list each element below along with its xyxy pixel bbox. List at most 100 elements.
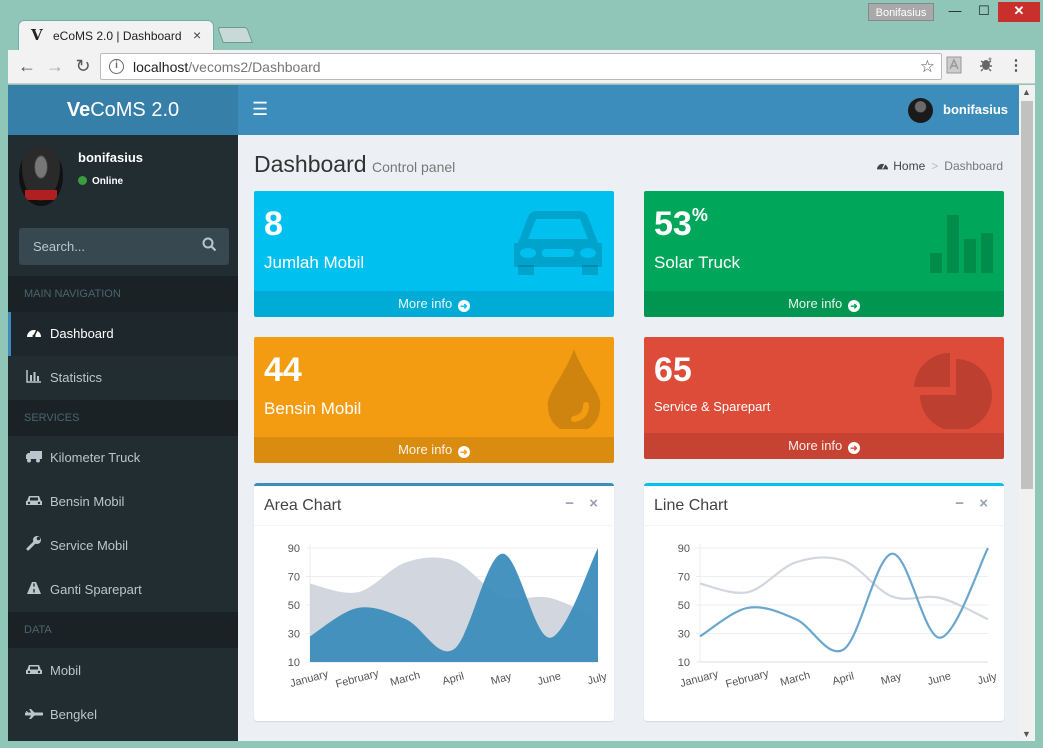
collapse-icon[interactable]: − <box>955 495 964 512</box>
window-user-badge: Bonifasius <box>868 3 934 21</box>
line-series-1 <box>699 556 989 621</box>
sidebar-item-bensin-mobil[interactable]: Bensin Mobil <box>8 480 238 524</box>
app-logo[interactable]: VeCoMS 2.0 <box>8 85 238 135</box>
x-tick-label: January <box>289 668 330 690</box>
more-info-link[interactable]: More info ➜ <box>254 437 614 463</box>
sidebar-item-label: Bensin Mobil <box>50 494 125 509</box>
scroll-down-icon[interactable]: ▼ <box>1022 729 1031 739</box>
area-series-2 <box>310 548 598 662</box>
collapse-icon[interactable]: − <box>565 495 574 512</box>
sidebar-item-statistics[interactable]: Statistics <box>8 356 238 400</box>
scroll-up-icon[interactable]: ▲ <box>1022 87 1031 97</box>
y-tick-label: 30 <box>288 629 300 641</box>
sidebar-item-ganti-sparepart[interactable]: Ganti Sparepart <box>8 568 238 612</box>
y-tick-label: 50 <box>288 600 300 612</box>
sidebar-header-data: DATA <box>8 612 238 648</box>
sidebar-item-label: Bengkel <box>50 707 97 722</box>
x-tick-label: February <box>334 667 380 690</box>
plane-icon <box>24 693 44 737</box>
x-tick-label: July <box>976 671 998 688</box>
page-subtitle: Control panel <box>372 159 456 175</box>
stat-label: Jumlah Mobil <box>264 253 365 272</box>
breadcrumb-current: Dashboard <box>944 159 1003 173</box>
bookmark-star-icon[interactable]: ☆ <box>919 57 935 76</box>
sidebar-item-bengkel[interactable]: Bengkel <box>8 693 238 737</box>
browser-menu-icon[interactable]: ⋮ <box>1008 57 1024 74</box>
stat-box-jumlah-mobil: 8 Jumlah Mobil More info ➜ <box>254 191 614 317</box>
logo-rest: CoMS 2.0 <box>90 99 180 121</box>
new-tab-button[interactable] <box>217 27 253 43</box>
stat-box-service-sparepart: 65 Service & Sparepart More info ➜ <box>644 337 1004 459</box>
stat-label: Bensin Mobil <box>264 399 362 418</box>
site-info-icon[interactable]: i <box>109 59 124 74</box>
car-icon <box>24 649 44 693</box>
user-avatar <box>19 146 63 206</box>
more-info-label: More info <box>788 296 843 311</box>
back-arrow-icon[interactable]: ← <box>18 56 36 76</box>
breadcrumb-home[interactable]: Home <box>893 159 926 173</box>
vertical-scrollbar[interactable]: ▲ ▼ <box>1019 85 1035 741</box>
stat-value: 53 <box>654 205 692 243</box>
scrollbar-thumb[interactable] <box>1021 101 1033 489</box>
navbar-username[interactable]: bonifasius <box>943 102 1009 117</box>
dashboard-icon <box>24 312 44 356</box>
sidebar-item-service-mobil[interactable]: Service Mobil <box>8 524 238 568</box>
close-icon[interactable]: × <box>979 495 988 512</box>
road-icon <box>24 568 44 612</box>
more-info-link[interactable]: More info ➜ <box>644 291 1004 317</box>
sidebar-item-mobil[interactable]: Mobil <box>8 649 238 693</box>
bug-extension-icon[interactable] <box>975 56 997 76</box>
pdf-extension-icon[interactable] <box>943 56 965 78</box>
navbar-avatar[interactable] <box>908 98 933 123</box>
stat-value: 8 <box>264 205 283 243</box>
chart-header: Line Chart − × <box>644 486 1004 526</box>
sidebar-item-label: Mobil <box>50 663 82 678</box>
sidebar-toggle-icon[interactable]: ☰ <box>252 99 269 119</box>
reload-icon[interactable]: ↻ <box>75 56 91 76</box>
stat-value: 44 <box>264 351 302 389</box>
window-minimize-button[interactable]: — <box>948 3 962 18</box>
stat-value: 65 <box>654 351 692 389</box>
wrench-icon <box>24 524 44 568</box>
x-tick-label: February <box>724 667 770 690</box>
tint-drop-icon <box>544 347 604 434</box>
breadcrumb: Home > Dashboard <box>876 159 1003 173</box>
more-info-link[interactable]: More info ➜ <box>254 291 614 317</box>
sidebar-item-label: Service Mobil <box>50 538 129 553</box>
more-info-link[interactable]: More info ➜ <box>644 433 1004 459</box>
x-tick-label: June <box>536 670 562 688</box>
tab-favicon-icon: V <box>31 26 43 44</box>
window-close-button[interactable]: ✕ <box>998 2 1040 22</box>
line-chart-box: Line Chart − × 10 30 50 70 90 January February… <box>644 483 1004 721</box>
y-tick-label: 50 <box>678 600 690 612</box>
y-tick-label: 90 <box>678 543 690 555</box>
user-status[interactable]: Online <box>78 176 123 187</box>
sidebar-item-dashboard[interactable]: Dashboard <box>8 312 238 356</box>
dashboard-icon <box>877 163 889 170</box>
x-tick-label: May <box>880 670 904 687</box>
x-tick-label: July <box>586 671 608 688</box>
pie-chart-icon <box>912 351 994 434</box>
close-icon[interactable]: × <box>589 495 598 512</box>
search-icon[interactable] <box>202 237 217 256</box>
arrow-circle-right-icon: ➜ <box>847 300 860 312</box>
page-title: Dashboard <box>254 151 367 177</box>
tab-close-icon[interactable]: × <box>193 27 202 43</box>
sidebar-search <box>19 228 229 265</box>
browser-toolbar: ← → ↻ i localhost/vecoms2/Dashboard ☆ ⋮ <box>8 50 1035 84</box>
x-tick-label: March <box>389 669 422 689</box>
top-navbar: ☰ bonifasius <box>238 85 1019 135</box>
y-tick-label: 70 <box>678 572 690 584</box>
sidebar-item-kilometer-truck[interactable]: Kilometer Truck <box>8 436 238 480</box>
forward-arrow-icon[interactable]: → <box>46 56 64 76</box>
y-tick-label: 10 <box>678 657 690 669</box>
arrow-circle-right-icon: ➜ <box>457 300 470 312</box>
browser-tab[interactable]: V eCoMS 2.0 | Dashboard × <box>18 20 214 50</box>
window-maximize-button[interactable]: ☐ <box>978 3 990 18</box>
url-text[interactable]: localhost/vecoms2/Dashboard <box>133 59 321 75</box>
chart-title: Area Chart <box>264 497 342 514</box>
stat-label: Solar Truck <box>654 253 740 272</box>
address-bar[interactable]: i localhost/vecoms2/Dashboard ☆ <box>100 53 942 80</box>
search-input[interactable] <box>19 228 195 265</box>
arrow-circle-right-icon: ➜ <box>847 442 860 454</box>
